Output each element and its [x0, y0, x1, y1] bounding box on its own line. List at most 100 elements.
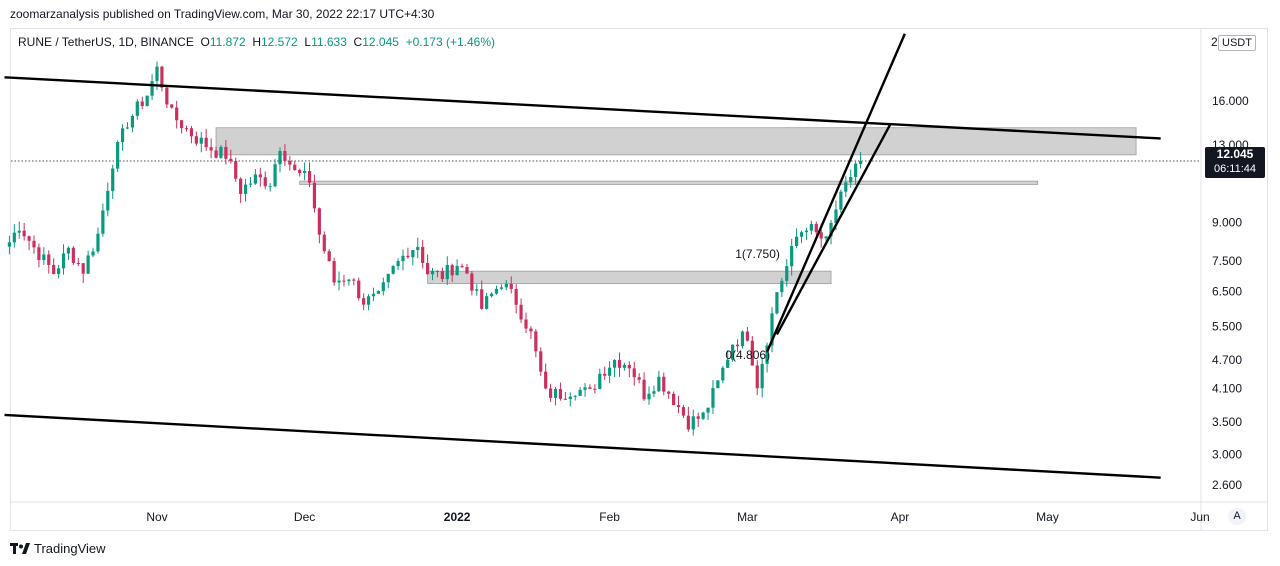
candle-body	[568, 396, 572, 400]
candle-body	[293, 164, 297, 170]
candle-body	[347, 279, 351, 282]
candle-body	[819, 232, 823, 239]
candle-body	[101, 210, 105, 234]
candle-body	[603, 373, 607, 376]
candle-body	[814, 223, 818, 233]
y-tick-label: 3.000	[1212, 448, 1242, 462]
tradingview-logo[interactable]: TradingView	[10, 541, 106, 556]
candle-body	[273, 164, 277, 187]
candle-body	[499, 287, 503, 289]
ohlc-legend: RUNE / TetherUS, 1D, BINANCE O11.872 H12…	[18, 35, 495, 49]
candle-body	[780, 280, 784, 293]
candle-body	[622, 364, 626, 368]
x-tick-label: Nov	[146, 510, 167, 524]
trendlines	[4, 33, 1161, 479]
candle-body	[721, 367, 725, 381]
candle-body	[726, 359, 730, 368]
legend-change: +0.173 (+1.46%)	[405, 35, 495, 49]
candle-body	[785, 266, 789, 281]
candle-body	[426, 262, 430, 275]
candle-body	[76, 262, 80, 264]
candle-body	[509, 283, 513, 289]
candle-body	[612, 359, 617, 368]
candle-body	[27, 236, 31, 241]
candle-body	[199, 137, 203, 144]
candle-body	[701, 412, 705, 419]
candle-body	[711, 388, 715, 408]
candle-body	[7, 242, 11, 247]
fib-level-label: 1(7.750)	[735, 247, 780, 261]
candle-body	[662, 376, 666, 392]
candle-body	[755, 365, 759, 389]
candle-body	[298, 169, 302, 173]
candle-body	[278, 151, 282, 165]
trendline	[765, 33, 906, 353]
candle-body	[17, 230, 21, 233]
brand-name: TradingView	[34, 541, 106, 556]
trendline	[4, 76, 1161, 140]
candle-body	[150, 81, 154, 96]
candle-body	[32, 240, 36, 248]
candle-body	[381, 282, 385, 292]
legend-symbol: RUNE / TetherUS, 1D, BINANCE	[18, 35, 194, 49]
candle-body	[234, 160, 238, 179]
candle-body	[716, 380, 720, 389]
candle-body	[71, 247, 75, 263]
candle-body	[411, 250, 415, 258]
auto-scale-button[interactable]: A	[1228, 508, 1246, 525]
candle-body	[175, 107, 179, 121]
price-zone	[215, 127, 1137, 156]
y-tick-label: 7.500	[1212, 254, 1242, 268]
candle-body	[632, 368, 636, 378]
candle-body	[455, 265, 459, 276]
x-tick-label: Feb	[599, 510, 620, 524]
candle-body	[460, 265, 464, 268]
candle-body	[588, 387, 592, 389]
candle-body	[583, 387, 587, 390]
legend-high-label: H	[252, 35, 261, 49]
candle-body	[750, 340, 754, 366]
legend-close: 12.045	[362, 35, 399, 49]
candle-body	[676, 405, 681, 408]
candle-body	[243, 184, 248, 194]
candle-body	[362, 298, 366, 305]
candle-body	[248, 183, 253, 185]
candle-body	[539, 351, 543, 372]
candle-body	[775, 292, 779, 314]
candle-body	[145, 95, 149, 106]
candle-body	[322, 234, 326, 252]
candle-body	[681, 407, 686, 416]
currency-selector[interactable]: USDT	[1218, 35, 1256, 51]
current-price-value: 12.045	[1216, 147, 1254, 161]
candle-body	[12, 232, 16, 243]
candle-body	[106, 190, 110, 211]
y-tick-label: 2.600	[1212, 478, 1242, 492]
candle-body	[558, 389, 563, 399]
candle-body	[824, 236, 828, 239]
candle-body	[657, 376, 661, 392]
candle-body	[770, 313, 774, 346]
candle-body	[667, 391, 671, 394]
candle-body	[116, 142, 120, 169]
candle-body	[524, 319, 528, 329]
candle-body	[312, 182, 317, 209]
legend-open: 11.872	[209, 35, 246, 49]
candle-body	[608, 367, 612, 376]
candle-body	[52, 265, 56, 274]
candle-body	[303, 171, 307, 173]
chart-grid	[11, 29, 1267, 530]
candle-body	[376, 291, 380, 294]
candle-body	[22, 230, 26, 237]
candle-body	[494, 288, 499, 294]
candle-body	[396, 261, 400, 267]
chart-labels: 16.00013.0009.0007.5006.5005.5004.7004.1…	[146, 94, 1249, 524]
candle-body	[42, 254, 46, 261]
candle-body	[617, 359, 622, 368]
tradingview-logo-icon	[10, 542, 30, 554]
candle-body	[573, 395, 577, 397]
candle-body	[637, 377, 641, 380]
x-tick-label: Mar	[737, 510, 758, 524]
candle-body	[189, 128, 194, 137]
candle-body	[406, 255, 410, 258]
